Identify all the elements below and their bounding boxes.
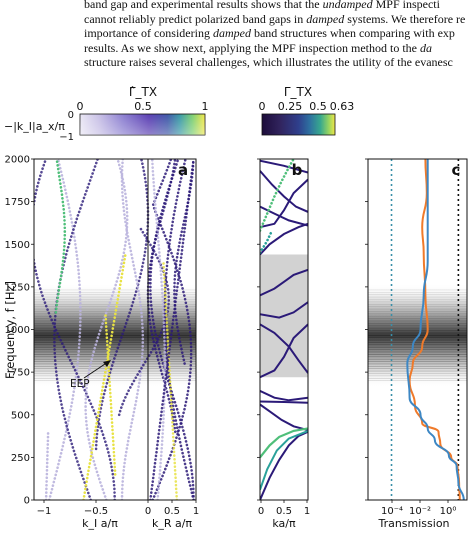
band-curve	[260, 159, 308, 174]
band-curve	[260, 170, 308, 213]
colorbar-left-title: Γ̂_TX	[129, 85, 157, 99]
colorbar-right: Γ_TX 0 0.25 0.5 0.63	[259, 85, 355, 136]
panel-a: a EEP k_I a/π k_R a/π −1 −0.5 0 0.5 1	[33, 158, 199, 530]
text-run: results. As we show next, applying the M…	[84, 40, 420, 55]
colorbar-right-title: Γ_TX	[284, 85, 312, 99]
transmission-curve-blue	[406, 159, 465, 500]
panel-a-tick-label: 0.5	[164, 506, 180, 517]
colorbar-left-tick: 1	[202, 100, 209, 113]
panel-b-xlabel: ka/π	[272, 517, 296, 530]
band-curve	[260, 323, 308, 379]
panel-c-letter: c	[452, 161, 461, 179]
band-curve	[260, 323, 308, 374]
complex-band-curve-right	[162, 260, 179, 500]
panel-c-tick-label: 10⁻²	[409, 506, 431, 517]
band-curve	[260, 268, 308, 297]
band-curve	[260, 389, 308, 402]
complex-band-curve-left	[120, 159, 145, 500]
italic-term: damped	[212, 26, 251, 41]
panel-a-tick-label: 0	[145, 506, 151, 517]
band-curve-colored	[260, 429, 308, 491]
text-run: structure raises several challenges, whi…	[84, 55, 453, 70]
panel-b-letter: b	[292, 161, 303, 179]
text-run: MPF inspecti	[372, 0, 440, 11]
panel-c-tick-label: 10⁰	[440, 506, 457, 517]
y-tick-label: 0	[24, 496, 30, 507]
paper-text: band gap and experimental results shows …	[84, 0, 474, 70]
colorbar-left-side-tick: 0	[68, 110, 74, 121]
y-tick-label: 2000	[5, 155, 30, 166]
text-run: band gap and experimental results shows …	[84, 0, 323, 11]
complex-band-curve-left	[44, 430, 50, 500]
band-curve-dotted	[260, 229, 274, 255]
y-tick-label: 500	[11, 410, 30, 421]
paper-line: results. As we show next, applying the M…	[84, 41, 474, 56]
text-run: band structures when comparing with exp	[250, 26, 455, 41]
complex-band-curve-left	[84, 159, 129, 500]
y-tick-label: 1500	[5, 240, 30, 251]
text-run: systems. We therefore re	[344, 11, 466, 26]
text-run: cannot reliably predict polarized band g…	[84, 11, 307, 26]
panel-c-xlabel: Transmission	[377, 517, 449, 530]
text-run: importance of considering	[84, 26, 213, 41]
panel-a-tick-label: 1	[193, 506, 199, 517]
paper-line: structure raises several challenges, whi…	[84, 55, 474, 70]
complex-band-curve-left	[54, 159, 67, 314]
italic-term: damped	[306, 11, 345, 26]
complex-band-curve-left	[53, 159, 99, 500]
colorbar-left: Γ̂_TX 0 0.5 1 −|k_I|a_x/π 0 −1	[4, 85, 209, 143]
panel-c: c Transmission 10⁻⁴ 10⁻² 10⁰	[367, 158, 468, 530]
colorbar-right-tick: 0.25	[278, 100, 303, 113]
complex-band-curve-left	[104, 311, 117, 476]
paper-line: band gap and experimental results shows …	[84, 0, 474, 12]
colorbar-right-tick: 0.63	[330, 100, 355, 113]
panel-b-tick-label: 1	[304, 506, 310, 517]
panel-a-left-xlabel: k_I a/π	[82, 517, 118, 530]
colorbar-right-tick: 0	[259, 100, 266, 113]
band-curve	[260, 301, 308, 319]
complex-band-curve-left	[47, 159, 82, 500]
band-curve-dotted	[260, 159, 295, 232]
y-tick-label: 1250	[5, 282, 30, 293]
complex-band-curve-right	[173, 159, 195, 365]
band-curve	[260, 222, 308, 256]
panel-b: b ka/π 0 0.5 1	[258, 158, 310, 530]
colorbar-left-side-label: −|k_I|a_x/π	[4, 120, 65, 133]
paper-line: cannot reliably predict polarized band g…	[84, 12, 474, 27]
band-curve	[260, 403, 308, 432]
panel-a-right-xlabel: k_R a/π	[152, 517, 192, 530]
y-tick-label: 750	[11, 368, 30, 379]
band-curve-colored	[260, 427, 308, 459]
italic-term: undamped	[322, 0, 373, 11]
y-tick-label: 1000	[5, 325, 30, 336]
band-curve	[260, 400, 308, 404]
colorbar-left-side-tick: −1	[59, 132, 74, 143]
colorbar-right-gradient	[261, 113, 336, 136]
colorbar-left-tick: 0	[77, 100, 84, 113]
panel-a-letter: a	[178, 161, 188, 179]
eep-annotation: EEP	[70, 378, 90, 390]
panel-b-tick-label: 0	[258, 506, 264, 517]
y-axis-label: Frequency, f [Hz]	[3, 281, 17, 379]
complex-band-curve-right	[150, 159, 167, 500]
complex-band-curve-left	[34, 159, 116, 500]
band-curve	[260, 178, 308, 229]
y-tick-label: 250	[11, 453, 30, 464]
panel-a-tick-label: −0.5	[84, 506, 108, 517]
panel-b-tick-label: 0.5	[276, 506, 292, 517]
colorbar-right-tick: 0.5	[309, 100, 327, 113]
paper-line: importance of considering damped band st…	[84, 26, 474, 41]
band-curve	[260, 430, 308, 500]
complex-band-curve-left	[82, 251, 127, 500]
panel-a-tick-label: −1	[37, 506, 52, 517]
italic-term: da	[419, 40, 432, 55]
y-tick-label: 1750	[5, 197, 30, 208]
band-curve	[260, 205, 308, 227]
colorbar-left-tick: 0.5	[134, 100, 152, 113]
eep-arrow	[83, 361, 109, 379]
panel-c-tick-label: 10⁻⁴	[381, 506, 403, 517]
